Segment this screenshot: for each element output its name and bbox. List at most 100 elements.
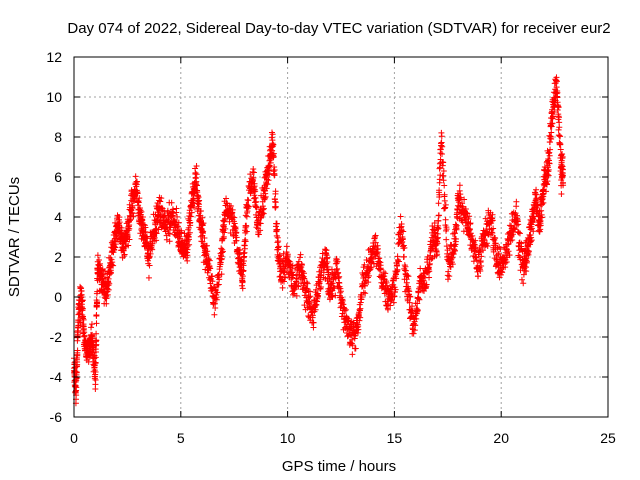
data-point bbox=[546, 160, 553, 167]
data-point bbox=[88, 321, 95, 328]
data-point bbox=[559, 153, 566, 160]
data-point bbox=[434, 251, 441, 258]
data-point bbox=[132, 173, 139, 180]
data-point bbox=[103, 300, 110, 307]
data-point bbox=[200, 228, 207, 235]
data-point bbox=[337, 285, 344, 292]
data-point bbox=[79, 297, 86, 304]
data-point bbox=[105, 275, 112, 282]
data-point bbox=[490, 225, 497, 232]
data-point bbox=[74, 347, 81, 354]
y-tick-label: 6 bbox=[54, 169, 62, 185]
data-point bbox=[275, 243, 282, 250]
data-point bbox=[270, 141, 277, 148]
data-point bbox=[537, 222, 544, 229]
data-point bbox=[107, 270, 114, 277]
data-point bbox=[544, 178, 551, 185]
data-point bbox=[92, 376, 99, 383]
data-point bbox=[173, 205, 180, 212]
data-point bbox=[275, 246, 282, 253]
data-point bbox=[449, 261, 456, 268]
x-tick-label: 5 bbox=[177, 430, 185, 446]
data-point bbox=[260, 205, 267, 212]
data-point bbox=[252, 211, 259, 218]
data-point bbox=[126, 236, 133, 243]
y-tick-label: 8 bbox=[54, 129, 62, 145]
data-point bbox=[462, 206, 469, 213]
data-point bbox=[272, 204, 279, 211]
data-point bbox=[103, 295, 110, 302]
data-point bbox=[266, 171, 273, 178]
data-point bbox=[186, 229, 193, 236]
data-point bbox=[200, 220, 207, 227]
data-point bbox=[240, 267, 247, 274]
data-point bbox=[548, 123, 555, 130]
data-point bbox=[228, 203, 235, 210]
data-point bbox=[441, 197, 448, 204]
data-point bbox=[193, 171, 200, 178]
data-point bbox=[250, 174, 257, 181]
data-point bbox=[183, 254, 190, 261]
data-point bbox=[209, 278, 216, 285]
data-point bbox=[406, 288, 413, 295]
data-point bbox=[445, 276, 451, 283]
data-point bbox=[81, 332, 88, 339]
data-point bbox=[79, 305, 86, 312]
data-point bbox=[77, 319, 84, 326]
data-point bbox=[318, 284, 325, 291]
y-tick-label: 0 bbox=[54, 289, 62, 305]
data-point bbox=[271, 172, 278, 179]
data-point bbox=[206, 257, 213, 264]
data-point bbox=[191, 204, 198, 211]
data-point bbox=[518, 276, 525, 283]
data-point bbox=[435, 225, 442, 232]
data-point bbox=[456, 182, 463, 189]
data-point bbox=[272, 203, 279, 210]
data-point bbox=[483, 240, 490, 247]
data-point bbox=[219, 248, 226, 255]
data-point bbox=[498, 268, 505, 275]
data-point bbox=[271, 167, 278, 174]
data-point bbox=[436, 191, 443, 198]
data-point bbox=[158, 195, 165, 202]
data-point bbox=[185, 236, 192, 243]
data-point bbox=[349, 351, 356, 358]
data-point bbox=[186, 241, 193, 248]
data-point bbox=[307, 293, 314, 300]
y-tick-label: 10 bbox=[46, 89, 62, 105]
y-tick-label: -6 bbox=[50, 409, 63, 425]
data-point bbox=[123, 238, 130, 245]
data-point bbox=[540, 199, 547, 206]
data-point bbox=[368, 264, 375, 271]
data-point bbox=[336, 273, 343, 280]
data-point bbox=[193, 162, 200, 169]
data-point bbox=[245, 203, 252, 210]
data-point bbox=[390, 299, 397, 306]
data-point bbox=[516, 230, 523, 237]
data-point bbox=[407, 293, 414, 300]
data-point bbox=[538, 207, 545, 214]
data-point bbox=[543, 188, 550, 195]
plot-frame bbox=[73, 56, 609, 418]
data-point bbox=[92, 359, 99, 366]
data-point bbox=[253, 198, 260, 205]
data-point bbox=[505, 248, 512, 255]
data-point bbox=[220, 233, 227, 240]
data-point bbox=[262, 190, 269, 197]
data-point bbox=[317, 276, 324, 283]
data-point bbox=[528, 237, 535, 244]
data-point bbox=[438, 150, 445, 157]
data-point bbox=[170, 210, 177, 217]
data-point bbox=[555, 103, 562, 110]
data-point bbox=[310, 319, 317, 326]
data-point bbox=[511, 225, 518, 232]
data-point bbox=[471, 241, 478, 248]
data-point bbox=[209, 273, 216, 280]
data-point bbox=[293, 292, 300, 299]
data-point bbox=[92, 354, 99, 361]
y-tick-label: 4 bbox=[54, 209, 62, 225]
data-point bbox=[108, 256, 115, 263]
data-point bbox=[553, 78, 560, 85]
